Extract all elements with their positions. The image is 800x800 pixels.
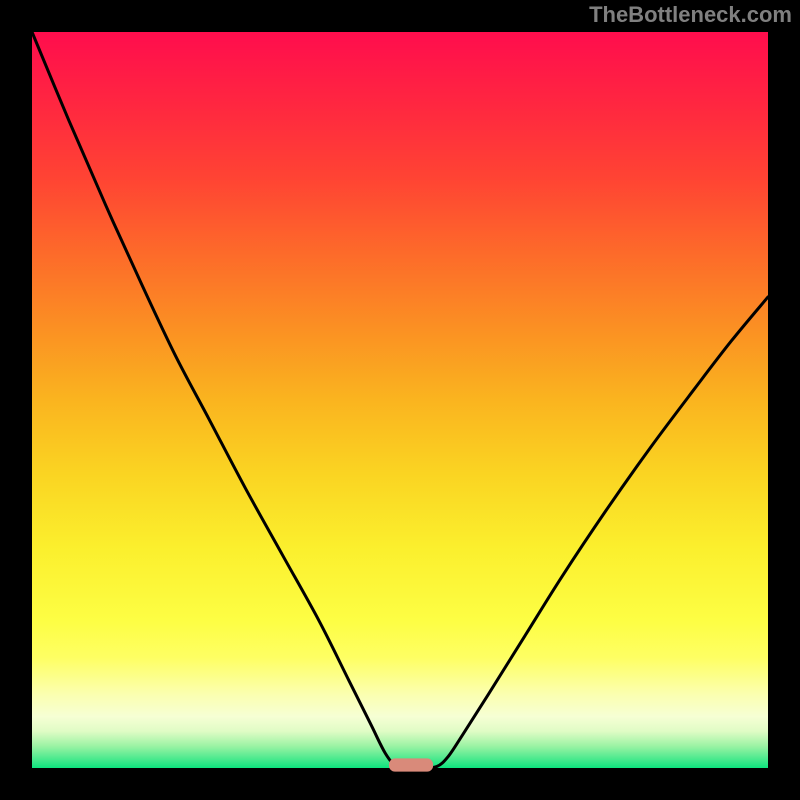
plot-background — [32, 32, 768, 768]
optimal-marker — [389, 758, 433, 771]
chart-container: TheBottleneck.com — [0, 0, 800, 800]
watermark-text: TheBottleneck.com — [589, 2, 792, 28]
bottleneck-chart — [0, 0, 800, 800]
